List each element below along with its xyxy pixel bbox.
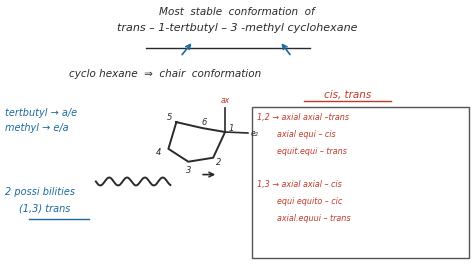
Text: methyl → e/a: methyl → e/a xyxy=(5,123,69,133)
Text: axial.equui – trans: axial.equui – trans xyxy=(257,214,350,223)
Text: tertbutyl → a/e: tertbutyl → a/e xyxy=(5,108,77,118)
Text: Most  stable  conformation  of: Most stable conformation of xyxy=(159,7,315,17)
Text: 1,3 → axial axial – cis: 1,3 → axial axial – cis xyxy=(257,181,342,189)
Text: 5: 5 xyxy=(167,113,172,122)
Bar xyxy=(252,107,469,258)
Text: (1,3) trans: (1,3) trans xyxy=(19,203,71,213)
Text: 6: 6 xyxy=(201,118,207,127)
Text: 1: 1 xyxy=(228,123,234,132)
Text: equit.equi – trans: equit.equi – trans xyxy=(257,147,347,156)
Text: cis, trans: cis, trans xyxy=(324,90,371,101)
Text: ax: ax xyxy=(220,96,229,105)
Text: 1,2 → axial axial –trans: 1,2 → axial axial –trans xyxy=(257,113,349,122)
Text: 4: 4 xyxy=(156,148,161,157)
Text: e₂: e₂ xyxy=(251,128,259,138)
Text: equi equito – cic: equi equito – cic xyxy=(257,197,342,206)
Text: trans – 1-tertbutyl – 3 -methyl cyclohexane: trans – 1-tertbutyl – 3 -methyl cyclohex… xyxy=(117,23,357,33)
Text: axial equi – cis: axial equi – cis xyxy=(257,130,336,139)
Text: 2: 2 xyxy=(217,158,222,167)
Text: cyclo hexane  ⇒  chair  conformation: cyclo hexane ⇒ chair conformation xyxy=(69,69,262,79)
Text: 3: 3 xyxy=(186,166,191,175)
Text: 2 possi bilities: 2 possi bilities xyxy=(5,188,75,197)
